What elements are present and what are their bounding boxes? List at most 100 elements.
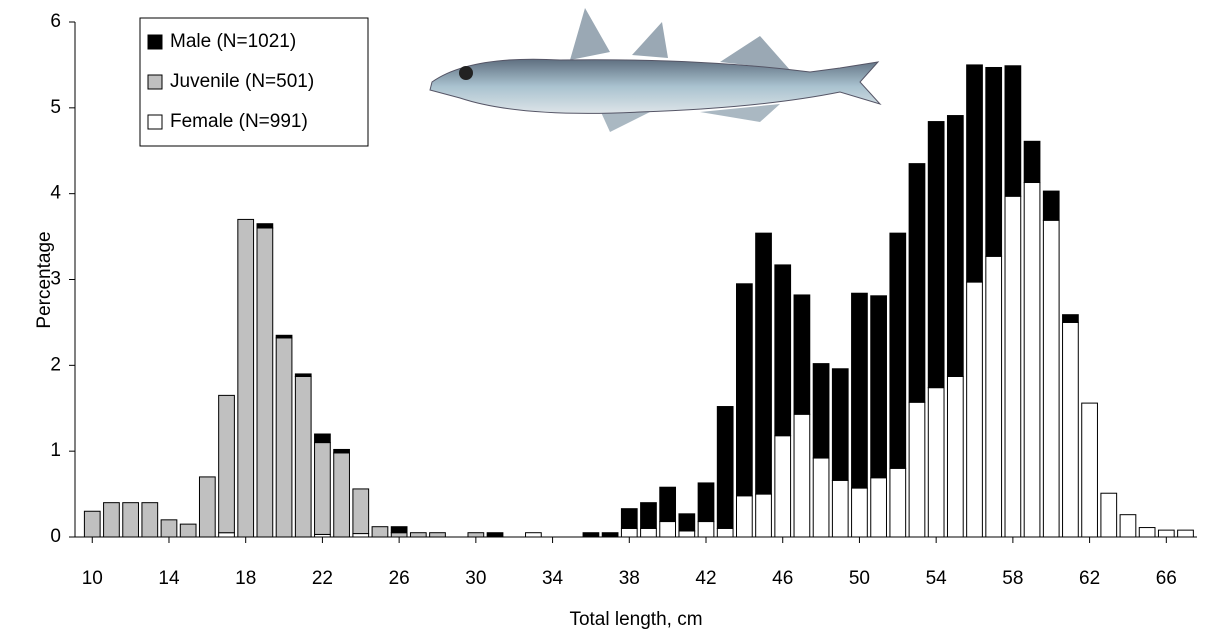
bar-segment (467, 532, 485, 538)
bar-segment (237, 218, 255, 538)
bar-segment (831, 368, 849, 481)
bar-segment (620, 527, 638, 538)
bar-segment (122, 502, 139, 538)
y-tick-label: 3 (50, 269, 61, 290)
x-tick-label: 46 (772, 568, 793, 589)
bar-segment (179, 523, 197, 538)
bar-segment (256, 227, 274, 538)
y-tick-label: 1 (50, 440, 61, 461)
bar-segment (716, 527, 734, 538)
bar-segment (831, 479, 849, 538)
legend-box (139, 17, 369, 147)
y-axis-title: Percentage (34, 231, 55, 328)
bar-segment (333, 448, 350, 454)
bar-segment (716, 406, 734, 529)
x-tick-label: 62 (1079, 568, 1100, 589)
bar-segment (218, 394, 235, 534)
x-tick-label: 30 (465, 568, 486, 589)
x-tick-label: 58 (1002, 568, 1023, 589)
bar-segment (985, 255, 1003, 538)
bar-segment (390, 526, 408, 534)
bar-segment (908, 163, 926, 403)
bar-segment (198, 476, 216, 538)
bar-segment (736, 495, 753, 538)
x-tick-label: 26 (389, 568, 410, 589)
bar-segment (103, 502, 120, 538)
bar-segment (582, 532, 600, 538)
x-tick-label: 38 (619, 568, 640, 589)
bar-segment (946, 375, 964, 538)
bar-segment (218, 532, 235, 538)
x-tick-label: 54 (926, 568, 948, 589)
bar-segment (889, 232, 907, 469)
bar-segment (1100, 492, 1118, 538)
bar-segment (352, 533, 370, 538)
bar-segment (390, 532, 408, 538)
y-tick-label: 0 (50, 526, 61, 547)
bar-segment (601, 532, 619, 538)
bar-segment (1157, 529, 1175, 538)
bar-segment (985, 66, 1003, 257)
bar-segment (966, 281, 983, 538)
bar-segment (755, 493, 772, 538)
bar-segment (755, 232, 772, 495)
fish-illustration (429, 8, 882, 132)
bar-segment (889, 467, 907, 538)
x-tick-label: 10 (82, 568, 103, 589)
x-tick-label: 34 (542, 568, 564, 589)
bar-segment (736, 283, 753, 497)
bar-segment (812, 457, 830, 538)
bar-segment (1062, 314, 1079, 323)
bar-segment (1081, 402, 1098, 538)
bar-segment (1119, 514, 1137, 538)
bar-segment (927, 387, 945, 538)
bar-segment (620, 508, 638, 529)
bar-segment (275, 334, 293, 339)
bar-segment (678, 530, 696, 538)
legend-swatch (147, 74, 163, 90)
bar-segment (1023, 140, 1041, 184)
x-tick-label: 42 (695, 568, 716, 589)
bar-segment (774, 435, 792, 538)
bar-segment (697, 482, 715, 523)
legend-swatch (147, 34, 163, 50)
bar-segment (314, 433, 331, 444)
bar-segment (640, 502, 657, 529)
bar-segment (678, 513, 696, 532)
y-tick-label: 6 (50, 11, 61, 32)
bar-segment (333, 452, 350, 538)
x-tick-label: 18 (235, 568, 256, 589)
x-tick-label: 66 (1156, 568, 1177, 589)
bar-segment (1023, 182, 1041, 538)
bar-segment (486, 532, 504, 538)
x-tick-label: 22 (312, 568, 333, 589)
bar-segment (793, 413, 811, 538)
bar-segment (352, 488, 370, 535)
bar-segment (927, 121, 945, 389)
bar-segment (812, 363, 830, 459)
y-tick-label: 5 (50, 97, 61, 118)
bar-segment (141, 502, 159, 538)
legend-swatch (147, 114, 163, 130)
bar-segment (1062, 321, 1079, 538)
bar-segment (697, 521, 715, 538)
bar-segment (160, 519, 178, 538)
bar-segment (908, 401, 926, 538)
bar-segment (294, 373, 312, 377)
bar-segment (1177, 529, 1194, 538)
bar-segment (870, 477, 887, 538)
legend-label: Female (N=991) (170, 111, 308, 132)
bar-segment (83, 510, 101, 538)
legend-label: Male (N=1021) (170, 31, 296, 52)
bar-segment (1042, 219, 1060, 538)
bar-segment (659, 521, 677, 538)
bar-segment (275, 337, 293, 538)
bar-segment (294, 375, 312, 538)
bar-segment (1004, 65, 1022, 197)
bar-segment (314, 442, 331, 535)
bar-segment (1138, 527, 1156, 538)
bar-segment (870, 295, 887, 479)
bar-segment (371, 526, 389, 538)
x-tick-label: 14 (158, 568, 180, 589)
